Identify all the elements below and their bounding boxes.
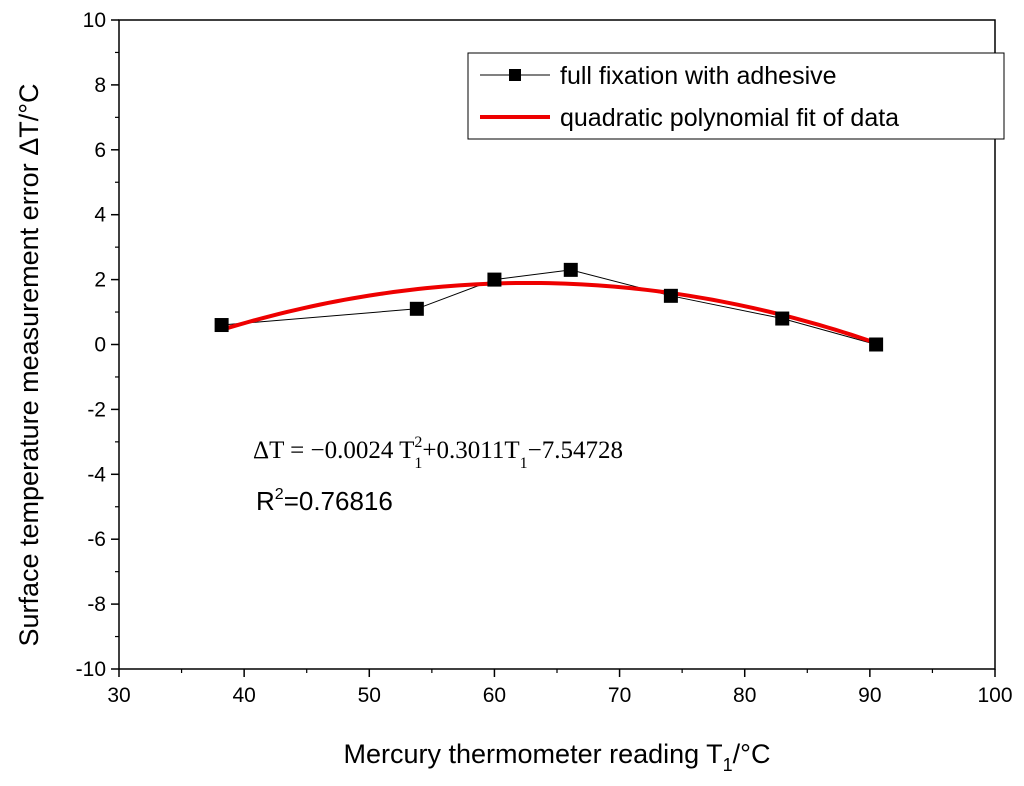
eq-tail: −7.54728 xyxy=(528,437,623,464)
fit-equation: ΔT = −0.0024 T2 1+0.3011T1−7.54728 xyxy=(253,434,623,472)
x-axis-title-sub: 1 xyxy=(723,755,733,775)
legend-label-fit: quadratic polynomial fit of data xyxy=(560,104,899,132)
r-squared: R2=0.76816 xyxy=(256,486,393,516)
legend-label-data: full fixation with adhesive xyxy=(560,62,837,90)
y-tick-label: 0 xyxy=(94,334,106,357)
x-tick-label: 50 xyxy=(358,684,381,707)
x-tick-label: 40 xyxy=(232,684,255,707)
x-tick-label: 100 xyxy=(977,684,1012,707)
eq-sub2: 1 xyxy=(520,455,528,472)
x-axis-title-main: Mercury thermometer reading T xyxy=(344,739,723,769)
y-axis-ticks: -10 -8 -6 -4 -2 0 2 4 6 8 10 xyxy=(76,9,119,681)
y-axis-title: Surface temperature measurement error ΔT… xyxy=(14,83,44,646)
r2-r: R xyxy=(256,486,275,516)
data-point-marker xyxy=(869,338,883,352)
data-point-marker xyxy=(664,289,678,303)
x-tick-label: 90 xyxy=(858,684,881,707)
y-tick-label: 4 xyxy=(94,204,106,227)
data-point-marker xyxy=(215,318,229,332)
r2-value: =0.76816 xyxy=(284,486,393,516)
data-point-marker xyxy=(487,273,501,287)
data-point-marker xyxy=(564,263,578,277)
data-point-marker xyxy=(410,302,424,316)
eq-sup: 2 xyxy=(414,434,422,451)
y-tick-label: -6 xyxy=(87,528,106,551)
legend-data-marker xyxy=(509,69,521,81)
r2-sup: 2 xyxy=(275,486,284,503)
y-tick-label: -4 xyxy=(87,463,106,486)
x-axis-title-unit: /°C xyxy=(733,739,771,769)
x-tick-label: 60 xyxy=(483,684,506,707)
y-tick-label: -8 xyxy=(87,593,106,616)
data-point-marker xyxy=(775,312,789,326)
y-tick-label: -2 xyxy=(87,398,106,421)
y-tick-label: 8 xyxy=(94,74,106,97)
x-axis-title: Mercury thermometer reading T1/°C xyxy=(344,739,771,775)
eq-part-delta: ΔT = −0.0024 T xyxy=(253,437,414,464)
data-series-line xyxy=(222,270,876,345)
y-tick-label: 2 xyxy=(94,269,106,292)
x-tick-label: 80 xyxy=(733,684,756,707)
y-tick-label: 10 xyxy=(83,9,106,32)
y-tick-label: 6 xyxy=(94,139,106,162)
legend: full fixation with adhesive quadratic po… xyxy=(468,53,1004,139)
y-tick-label: -10 xyxy=(76,658,106,681)
x-tick-label: 30 xyxy=(107,684,130,707)
eq-middle: +0.3011T xyxy=(422,437,519,464)
x-tick-label: 70 xyxy=(608,684,631,707)
eq-sub1: 1 xyxy=(414,455,422,472)
